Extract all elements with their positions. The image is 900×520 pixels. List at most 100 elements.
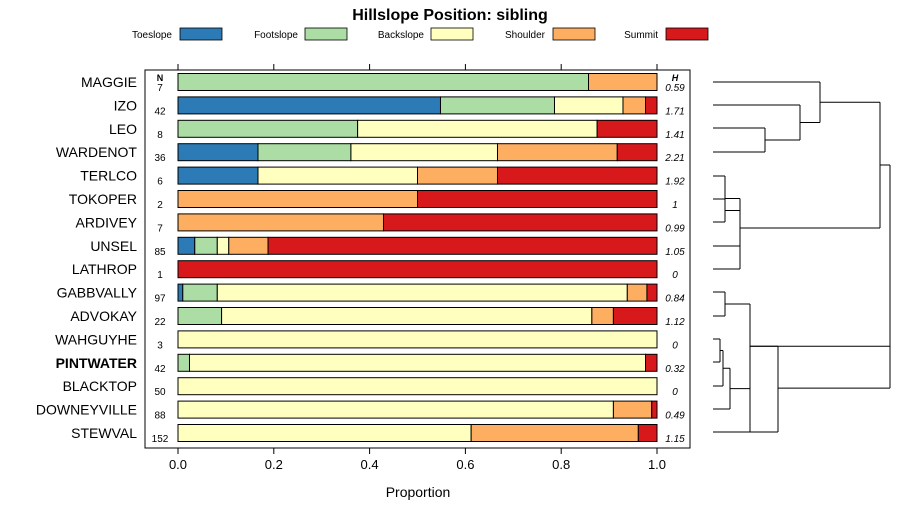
legend-label: Backslope [378,30,425,41]
bar-segment [188,353,647,372]
bar-segment [596,119,658,138]
n-value: 97 [154,294,166,305]
x-tick-label: 0.0 [169,457,187,472]
h-value: 1.71 [665,106,684,117]
h-value: 0.99 [665,223,685,234]
bar-segment [228,236,269,255]
legend-label: Shoulder [505,30,546,41]
x-axis-label: Proportion [386,484,451,500]
bar-segment [651,400,658,419]
bar-segment [177,400,614,419]
bar-segment [439,96,555,115]
chart-title: Hillslope Position: sibling [352,7,548,24]
h-value: 0.49 [665,411,685,422]
legend-swatch [665,27,709,41]
x-tick-label: 0.6 [456,457,474,472]
h-value: 1.41 [665,130,684,141]
bar-row: GABBVALLY 97 0.84 [57,283,685,305]
bar-segment [417,166,498,185]
row-label: LATHROP [72,261,137,277]
bar-segment [646,283,658,302]
bar-segment [177,260,658,279]
bar-segment [267,236,658,255]
bar-row: WARDENOT 36 2.21 [56,143,685,164]
bar-segment [221,307,593,325]
row-label: WAHGUYHE [55,331,137,347]
bar-segment [645,353,658,372]
bar-segment [257,166,419,185]
h-value: 1.12 [665,317,685,328]
x-tick-label: 1.0 [648,457,666,472]
h-value: 0 [672,270,678,281]
h-value: 2.21 [664,153,684,164]
bar-row: TOKOPER 2 1 [69,190,678,211]
bar-row: STEWVAL 152 1.15 [71,424,685,445]
bar-segment [616,143,658,162]
row-label: STEWVAL [71,425,137,441]
row-label: UNSEL [90,238,137,254]
h-value: 1 [672,200,678,211]
bar-segment [588,73,658,91]
dendrogram-upper [725,102,891,432]
row-label: IZO [114,97,137,113]
row-label: TERLCO [80,168,137,184]
bar-row: LEO 8 1.41 [109,119,685,141]
legend-label: Toeslope [132,30,172,41]
x-tick-label: 0.2 [265,457,283,472]
bar-segment [591,307,614,325]
row-label: DOWNEYVILLE [36,402,137,418]
bar-segment [177,330,658,349]
h-column-header: H [672,73,679,83]
row-label: ARDIVEY [76,214,138,230]
row-label: PINTWATER [56,355,137,371]
n-value: 152 [152,434,169,445]
legend-swatch [179,27,223,41]
bar-segment [177,213,384,232]
h-value: 1.05 [665,247,685,258]
n-value: 85 [154,247,166,258]
bar-segment [553,96,624,115]
bar-segment [216,236,230,255]
bar-segment [177,166,259,185]
bar-segment [622,96,647,115]
n-value: 50 [154,387,166,398]
bar-segment [257,143,352,162]
row-label: WARDENOT [56,144,138,160]
bar-segment [612,400,653,419]
h-value: 0.32 [665,364,685,375]
bar-segment [177,119,359,138]
bar-row: WAHGUYHE 3 0 [55,330,678,351]
row-label: LEO [109,121,137,137]
dendrogram-join [719,82,821,432]
legend-swatch [304,27,348,41]
n-value: 7 [157,223,163,234]
bar-segment [645,96,658,115]
bar-segment [177,353,190,372]
legend-label: Footslope [254,30,298,41]
legend-swatch [430,27,474,41]
legend-label: Summit [624,30,658,41]
bar-row: LATHROP 1 0 [72,260,678,281]
bar-segment [496,143,618,162]
bar-segment [637,424,658,442]
bar-segment [177,143,259,162]
bar-segment [496,166,658,185]
bar-row: PINTWATER 42 0.32 [56,353,685,375]
bar-row: TERLCO 6 1.92 [80,166,685,188]
bar-segment [177,283,184,302]
h-value: 1.15 [665,434,685,445]
n-value: 42 [154,106,166,117]
n-value: 36 [154,153,166,164]
bar-segment [216,283,628,302]
h-value: 1.92 [665,177,685,188]
legend: Toeslope Footslope Backslope Shoulder Summit [132,27,709,41]
bar-segment [382,213,658,232]
bar-row: UNSEL 85 1.05 [90,236,685,258]
bar-segment [357,119,598,138]
row-label: TOKOPER [69,191,137,207]
legend-swatch [552,27,596,41]
n-column-header: N [157,73,164,83]
h-value: 0.59 [665,83,685,94]
n-value: 88 [154,411,166,422]
